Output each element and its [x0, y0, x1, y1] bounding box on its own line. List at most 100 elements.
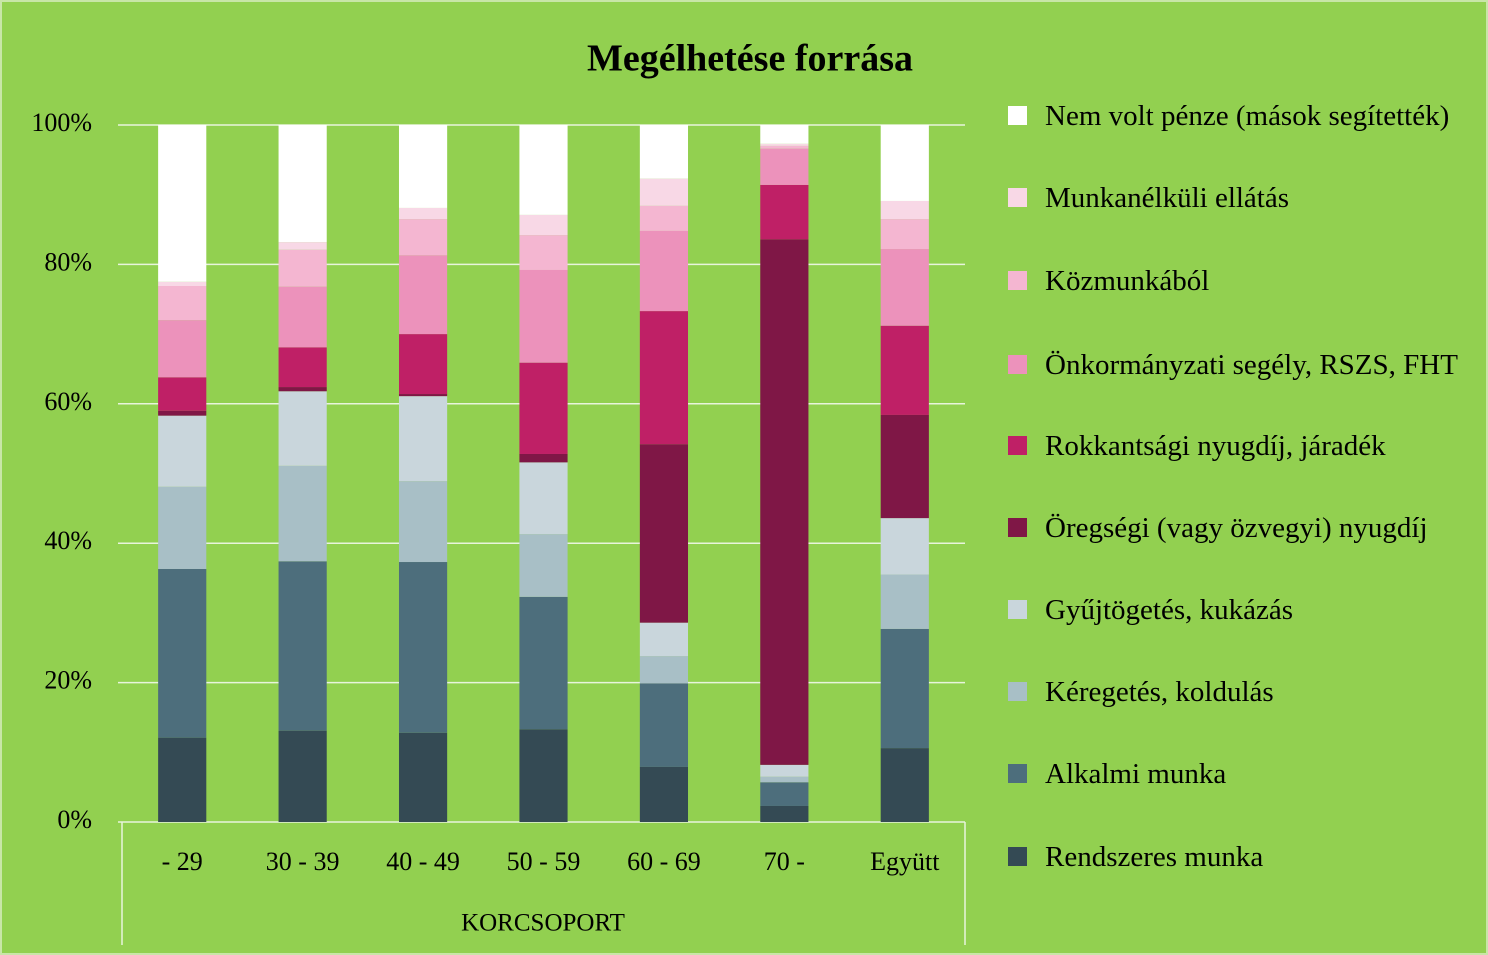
legend-swatch	[1008, 764, 1027, 783]
y-tick-label: 20%	[44, 666, 92, 695]
bar-segment	[278, 730, 327, 822]
bar-segment	[760, 145, 809, 149]
bar-segment	[158, 486, 207, 569]
legend-label: Rokkantsági nyugdíj, járadék	[1045, 430, 1386, 462]
y-tick-label: 80%	[44, 247, 92, 276]
legend-swatch	[1008, 600, 1027, 619]
bar-segment	[880, 628, 929, 749]
bar-segment	[398, 394, 448, 397]
bar-segment	[158, 125, 207, 282]
legend-swatch	[1008, 106, 1027, 125]
y-tick-label: 100%	[31, 108, 92, 137]
bar-segment	[760, 125, 809, 144]
bar-segment	[398, 125, 448, 208]
bar-segment	[158, 281, 207, 287]
legend-swatch	[1008, 682, 1027, 701]
bar-segment	[398, 255, 448, 335]
x-tick-label: Együtt	[870, 847, 940, 876]
bar-segment	[278, 387, 327, 392]
bar-segment	[639, 311, 689, 445]
x-tick-label: - 29	[162, 847, 203, 876]
bar-segment	[278, 561, 327, 731]
bar-segment	[278, 286, 327, 348]
x-tick-label: 40 - 49	[386, 847, 460, 876]
legend-label: Nem volt pénze (mások segítették)	[1045, 100, 1450, 132]
bar-segment	[639, 125, 689, 179]
bar-segment	[398, 334, 448, 395]
legend-label: Közmunkából	[1045, 265, 1210, 297]
bar-segment	[278, 242, 327, 250]
bar-segment	[760, 782, 809, 806]
y-tick-label: 40%	[44, 526, 92, 555]
bar-segment	[398, 732, 448, 822]
bar-segment	[760, 776, 809, 783]
legend-swatch	[1008, 518, 1027, 537]
bar-segment	[639, 683, 689, 767]
legend-swatch	[1008, 188, 1027, 207]
bar-segment	[158, 415, 207, 487]
bar-segment	[398, 481, 448, 563]
bar-segment	[519, 534, 568, 597]
bar-segment	[278, 465, 327, 562]
legend-label: Gyűjtögetés, kukázás	[1045, 594, 1294, 626]
legend-swatch	[1008, 436, 1027, 455]
bar-segment	[278, 347, 327, 388]
bar-segment	[398, 562, 448, 733]
bar-segment	[519, 596, 568, 730]
bar-segment	[880, 219, 929, 250]
bar-segment	[398, 219, 448, 256]
bar-segment	[880, 325, 929, 415]
bar-segment	[639, 230, 689, 312]
legend-swatch	[1008, 271, 1027, 290]
bar-segment	[639, 622, 689, 657]
bar-segment	[880, 518, 929, 575]
x-axis-title: KORCSOPORT	[461, 910, 625, 937]
bar-segment	[639, 766, 689, 822]
bar-segment	[880, 574, 929, 629]
bar-segment	[880, 125, 929, 201]
bar-segment	[158, 286, 207, 321]
y-tick-label: 60%	[44, 387, 92, 416]
legend-label: Rendszeres munka	[1045, 841, 1264, 873]
bar-segment	[639, 656, 689, 684]
bar-segment	[519, 729, 568, 822]
x-tick-label: 50 - 59	[507, 847, 581, 876]
bar-segment	[880, 414, 929, 519]
bar-segment	[760, 764, 809, 777]
x-tick-label: 30 - 39	[266, 847, 340, 876]
bar-segment	[398, 207, 448, 220]
bar-segment	[760, 239, 809, 765]
bar-segment	[278, 391, 327, 466]
legend-label: Munkanélküli ellátás	[1045, 182, 1290, 214]
bar-segment	[639, 205, 689, 231]
legend-swatch	[1008, 847, 1027, 866]
bar-segment	[519, 362, 568, 454]
bar-segment	[639, 444, 689, 623]
bar-segment	[158, 377, 207, 411]
legend-label: Öregségi (vagy özvegyi) nyugdíj	[1045, 512, 1428, 544]
bar-segment	[639, 178, 689, 206]
y-tick-label: 0%	[57, 805, 92, 834]
bar-segment	[278, 249, 327, 287]
bar-segment	[519, 462, 568, 535]
bar-segment	[158, 320, 207, 378]
bar-segment	[519, 269, 568, 363]
bar-segment	[519, 214, 568, 236]
bar-segment	[158, 568, 207, 738]
x-tick-label: 70 -	[764, 847, 805, 876]
bar-segment	[880, 200, 929, 220]
bar-segment	[760, 148, 809, 185]
bar-segment	[519, 125, 568, 215]
legend-label: Alkalmi munka	[1045, 758, 1227, 790]
bar-segment	[880, 748, 929, 822]
bar-segment	[760, 184, 809, 240]
x-tick-label: 60 - 69	[627, 847, 701, 876]
legend-swatch	[1008, 355, 1027, 374]
bar-segment	[398, 396, 448, 482]
bar-segment	[760, 805, 809, 822]
bar-segment	[158, 410, 207, 416]
legend-label: Kéregetés, koldulás	[1045, 676, 1274, 708]
